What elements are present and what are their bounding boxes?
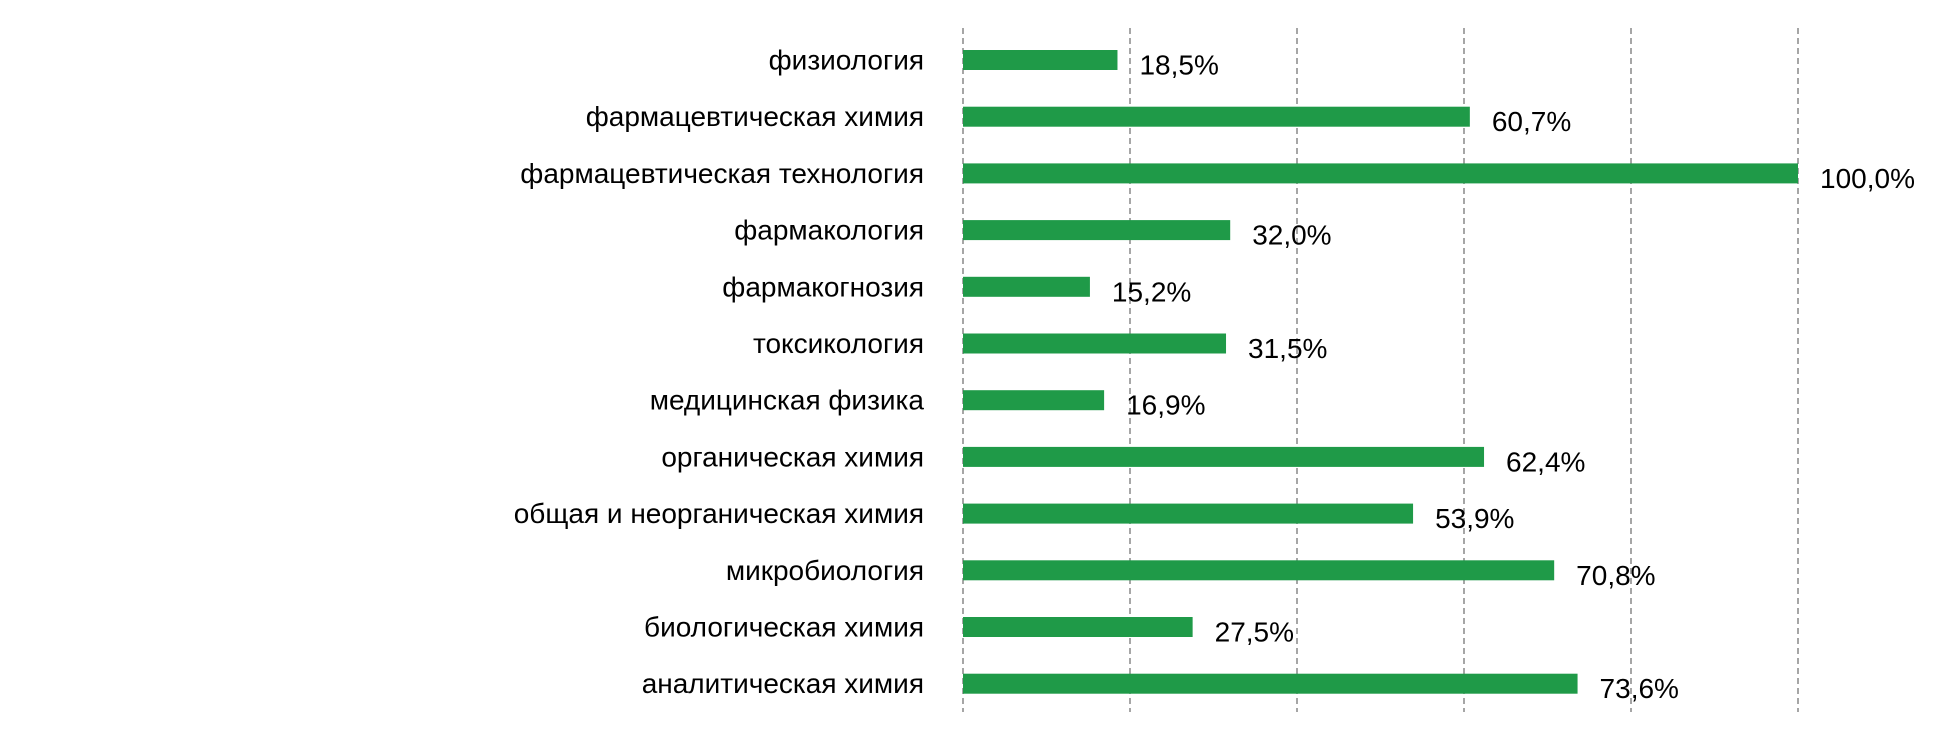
bar xyxy=(963,390,1105,411)
category-label: медицинская физика xyxy=(650,385,925,416)
data-label: 18,5% xyxy=(1139,50,1218,81)
bar xyxy=(963,106,1470,127)
data-label: 60,7% xyxy=(1492,106,1571,137)
category-label: физиология xyxy=(769,45,924,76)
category-label: биологическая химия xyxy=(644,612,924,643)
category-label: общая и неорганическая химия xyxy=(514,498,924,529)
data-label: 62,4% xyxy=(1506,446,1585,477)
data-label: 15,2% xyxy=(1112,276,1191,307)
value-labels: 18,5% 60,7% 100,0% 32,0% 15,2% 31,5% 16,9% 62,4… xyxy=(1112,50,1915,705)
category-label: фармакология xyxy=(734,215,924,246)
bar xyxy=(963,333,1227,354)
data-label: 27,5% xyxy=(1215,617,1294,648)
bar xyxy=(963,673,1578,694)
bars xyxy=(963,50,1798,694)
category-labels: физиология фармацевтическая химия фармацев… xyxy=(514,45,925,700)
data-label: 70,8% xyxy=(1576,560,1655,591)
bar xyxy=(963,50,1118,70)
data-label: 73,6% xyxy=(1600,673,1679,704)
bar xyxy=(963,503,1414,524)
category-label: фармацевтическая химия xyxy=(586,101,924,132)
category-label: органическая химия xyxy=(661,441,924,472)
category-label: микробиология xyxy=(726,555,924,586)
data-label: 16,9% xyxy=(1126,390,1205,421)
category-label: фармакогнозия xyxy=(722,271,924,302)
gridlines xyxy=(962,28,1799,712)
bar xyxy=(963,276,1090,297)
data-label: 32,0% xyxy=(1252,220,1331,251)
category-label: аналитическая химия xyxy=(642,668,924,699)
bar xyxy=(963,446,1485,467)
bar xyxy=(963,220,1231,241)
category-label: фармацевтическая технология xyxy=(520,158,924,189)
bar xyxy=(963,617,1193,637)
category-label: токсикология xyxy=(753,328,924,359)
bar xyxy=(963,560,1555,581)
data-label: 53,9% xyxy=(1435,503,1514,534)
bar xyxy=(963,163,1798,184)
data-label: 100,0% xyxy=(1820,163,1915,194)
data-label: 31,5% xyxy=(1248,333,1327,364)
